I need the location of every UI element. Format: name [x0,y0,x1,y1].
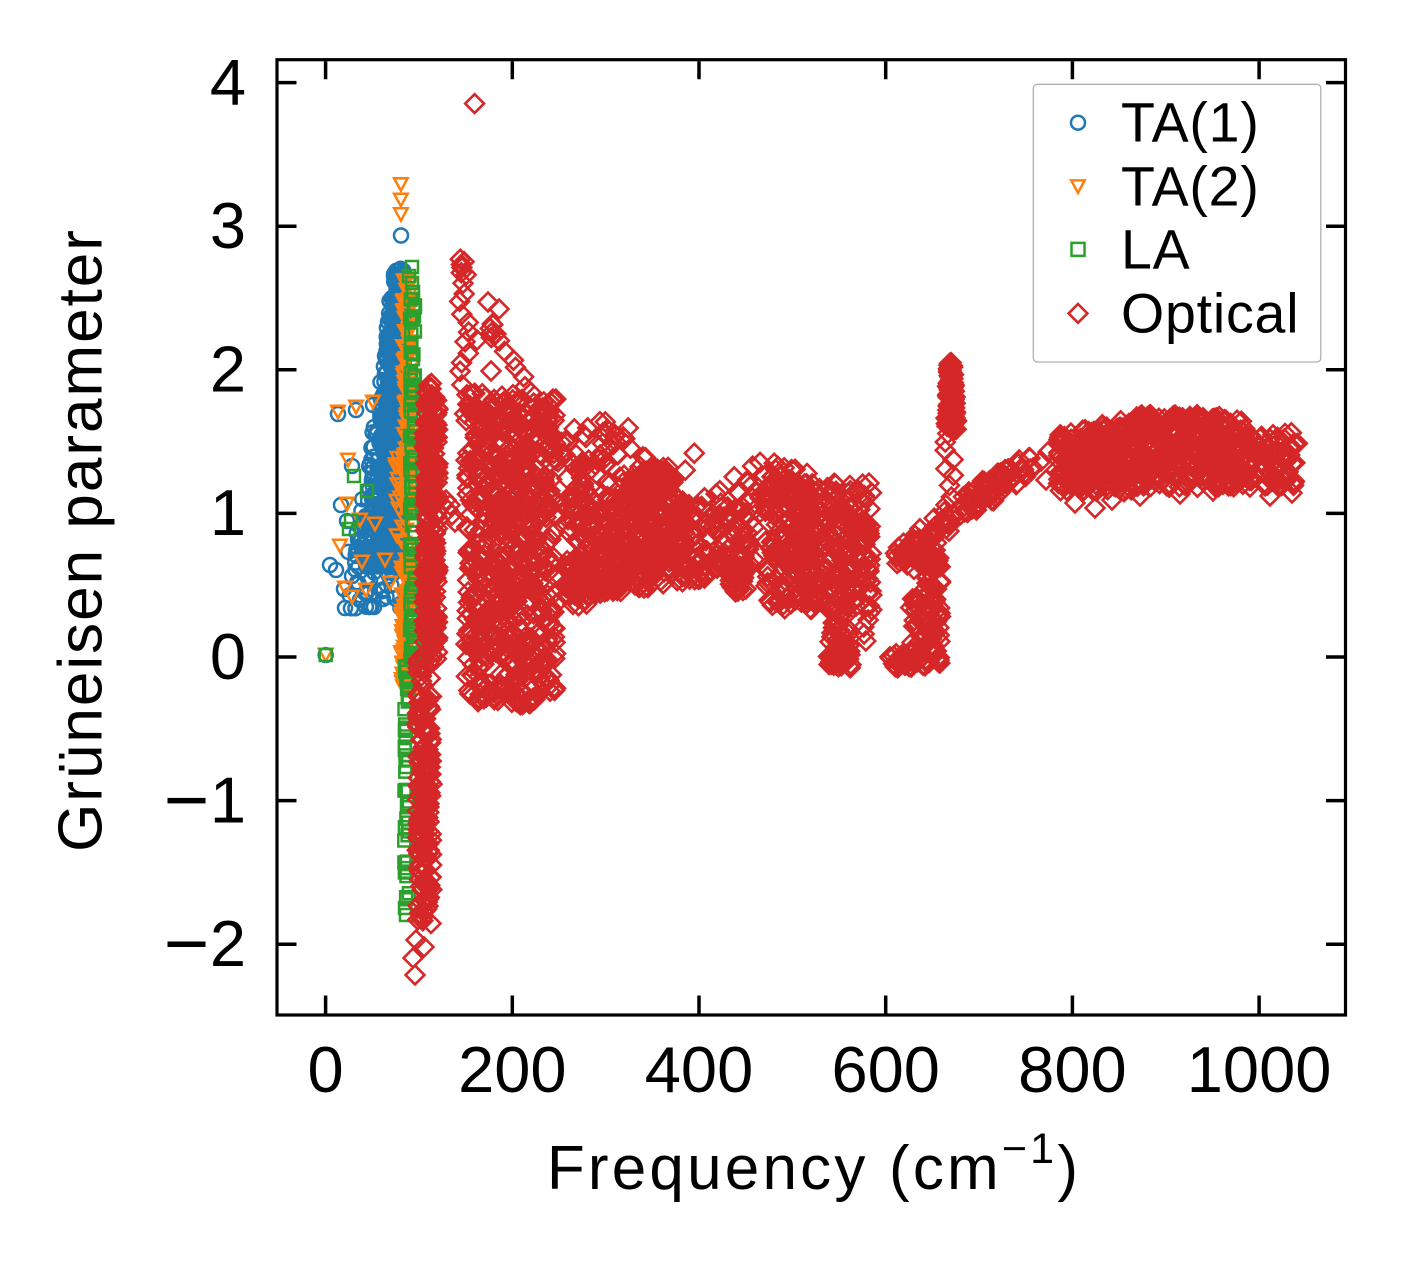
svg-text:800: 800 [1018,1033,1126,1106]
svg-text:4: 4 [210,45,246,118]
svg-text:2: 2 [210,907,246,980]
svg-text:2: 2 [210,333,246,406]
svg-text:Frequency (cm−1): Frequency (cm−1) [547,1125,1081,1203]
svg-text:LA: LA [1121,218,1191,280]
svg-text:1: 1 [210,763,246,836]
svg-text:TA(2): TA(2) [1121,156,1260,218]
svg-text:1: 1 [210,476,246,549]
svg-text:400: 400 [645,1033,753,1106]
svg-text:3: 3 [210,189,246,262]
svg-text:TA(1): TA(1) [1121,92,1260,154]
svg-text:0: 0 [308,1033,344,1106]
svg-text:600: 600 [831,1033,939,1106]
svg-text:1000: 1000 [1187,1033,1332,1106]
svg-text:0: 0 [210,620,246,693]
svg-text:Grüneisen parameter: Grüneisen parameter [47,228,116,852]
svg-text:Optical: Optical [1121,282,1299,344]
svg-text:200: 200 [458,1033,566,1106]
